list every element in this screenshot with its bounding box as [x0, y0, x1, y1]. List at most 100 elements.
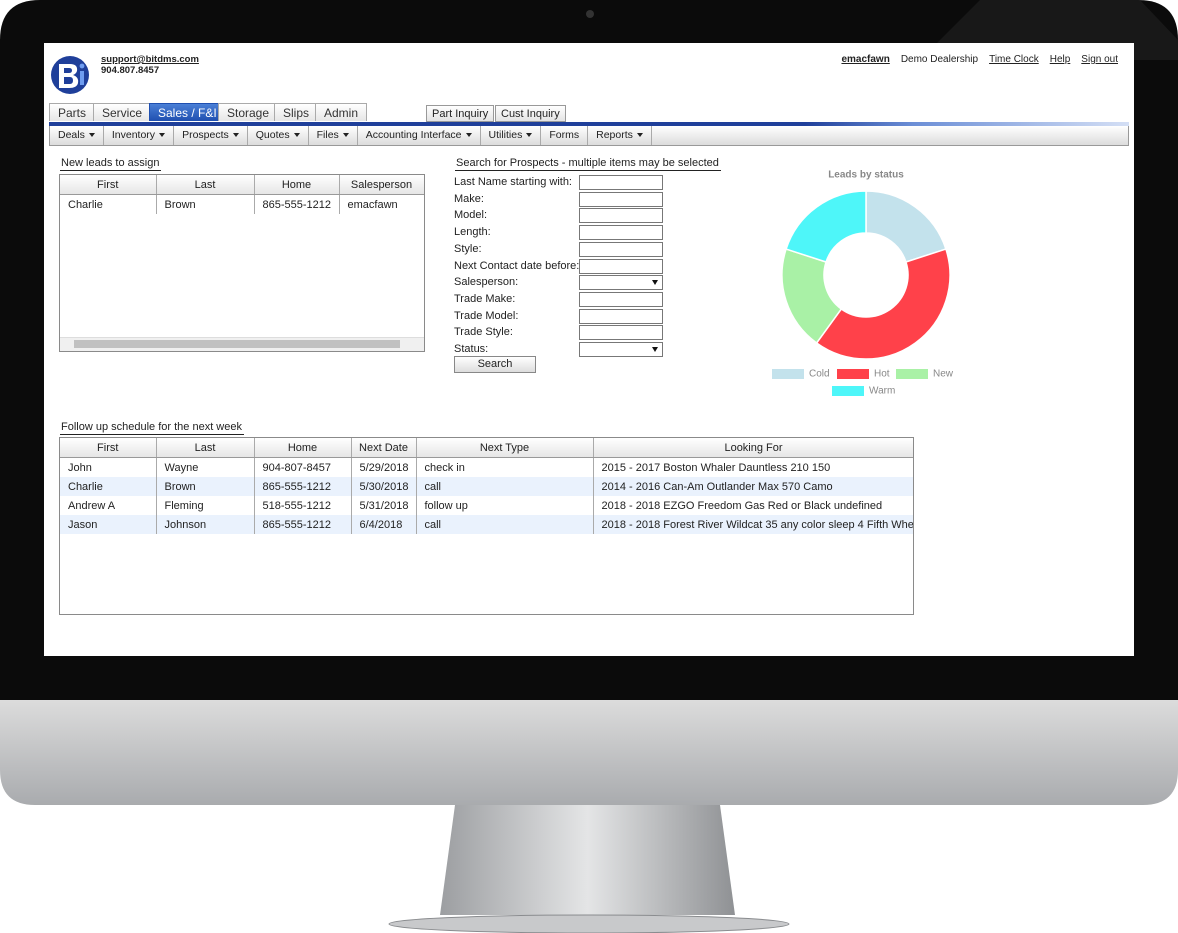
cell: Wayne [156, 457, 255, 477]
select-input[interactable] [579, 342, 663, 357]
text-input[interactable] [579, 175, 663, 190]
scrollbar[interactable] [60, 337, 424, 351]
inquiry-button[interactable]: Part Inquiry [426, 105, 495, 122]
table-row[interactable]: Charlie Brown 865-555-1212 emacfawn [60, 194, 424, 214]
cell: Fleming [156, 496, 255, 515]
chart-title: Leads by status [828, 170, 904, 181]
support-phone: 904.807.8457 [101, 65, 160, 76]
table-row[interactable]: John Wayne 904-807-8457 5/29/2018 check in 20… [60, 457, 913, 477]
table: First Last Home Salesperson Charlie Brown 865-… [60, 175, 424, 214]
field-label: Length: [454, 226, 491, 239]
column-header[interactable]: Next Date [351, 438, 417, 458]
header-row: First Last Home Next Date Next Type Looking F… [60, 438, 913, 458]
legend-label[interactable]: Cold [809, 369, 830, 380]
cell: Jason [60, 515, 157, 534]
search-button[interactable]: Search [454, 356, 536, 373]
nav-bar [49, 122, 1129, 126]
cell: check in [416, 457, 594, 477]
camera [586, 10, 594, 18]
legend-swatch[interactable] [896, 369, 928, 379]
text-input[interactable] [579, 308, 663, 324]
legend-swatch[interactable] [772, 369, 804, 379]
tab[interactable]: Service [93, 103, 152, 121]
stand-base [388, 914, 790, 933]
cell: 904-807-8457 [254, 457, 352, 477]
column-header[interactable]: Home [254, 175, 340, 195]
table-row[interactable]: Charlie Brown 865-555-1212 5/30/2018 call 201… [60, 477, 913, 496]
select-input[interactable] [579, 275, 663, 291]
legend-swatch[interactable] [837, 369, 869, 379]
top-link[interactable]: Sign out [1081, 54, 1118, 65]
column-header[interactable]: Last [156, 438, 255, 458]
slice[interactable] [785, 190, 867, 263]
cell: John [60, 457, 157, 477]
text-input[interactable] [579, 241, 663, 257]
column-header[interactable]: First [60, 175, 157, 195]
menu-item[interactable]: Reports [588, 126, 652, 145]
field-label: Salesperson: [454, 276, 519, 289]
field-label: Last Name starting with: [454, 176, 572, 188]
cell: 518-555-1212 [254, 496, 352, 515]
text-input[interactable] [579, 225, 663, 241]
top-link[interactable]: Help [1049, 54, 1071, 65]
section-title: Search for Prospects - multiple items ma… [455, 157, 721, 171]
dealership: Demo Dealership [900, 54, 979, 65]
column-header[interactable]: Next Type [416, 438, 594, 458]
tab[interactable]: Storage [218, 103, 279, 121]
slice[interactable] [815, 248, 951, 360]
table-row[interactable]: Jason Johnson 865-555-1212 6/4/2018 call 2018… [60, 515, 913, 534]
text-input[interactable] [579, 325, 663, 341]
inquiry-button[interactable]: Cust Inquiry [495, 105, 566, 122]
user-link[interactable]: emacfawn [841, 54, 890, 65]
field-label: Status: [454, 343, 489, 355]
support-email[interactable]: support@bitdms.com [101, 54, 199, 65]
cell: Charlie [60, 194, 157, 214]
section-title: New leads to assign [60, 157, 162, 171]
legend-swatch[interactable] [832, 386, 864, 396]
section-title: Follow up schedule for the next week [60, 421, 244, 435]
cell: 865-555-1212 [254, 515, 352, 534]
cell: 865-555-1212 [254, 194, 340, 214]
cell: 2015 - 2017 Boston Whaler Dauntless 210 … [593, 457, 913, 477]
text-input[interactable] [579, 208, 663, 224]
tab[interactable]: Parts [49, 103, 96, 121]
tab[interactable]: Admin [315, 103, 368, 121]
column-header[interactable]: Salesperson [339, 175, 424, 195]
menu-item[interactable]: Utilities [481, 126, 542, 145]
tab[interactable]: Sales / F&I [149, 103, 226, 121]
legend-label[interactable]: New [933, 369, 954, 380]
text-input[interactable] [579, 191, 663, 207]
text-input[interactable] [579, 291, 663, 307]
legend-label[interactable]: Hot [874, 369, 890, 380]
field-label: Style: [454, 242, 482, 255]
cell: Brown [156, 194, 255, 214]
table-row[interactable]: Andrew A Fleming 518-555-1212 5/31/2018 foll… [60, 496, 913, 515]
tab[interactable]: Slips [274, 103, 319, 121]
cell: follow up [416, 496, 594, 515]
legend-label[interactable]: Warm [869, 386, 895, 397]
cell: 2018 - 2018 EZGO Freedom Gas Red or Blac… [593, 496, 913, 515]
field-label: Make: [454, 192, 484, 205]
cell: call [416, 515, 594, 534]
slice[interactable] [865, 190, 947, 263]
column-header[interactable]: Looking For [593, 438, 913, 458]
chin [0, 700, 1178, 805]
chart: Leads by status Cold Hot New Warm [772, 170, 954, 397]
column-header[interactable]: First [60, 438, 157, 458]
column-header[interactable]: Home [254, 438, 352, 458]
cell: Andrew A [60, 496, 157, 515]
field-label: Trade Model: [454, 309, 519, 322]
top-link[interactable]: Time Clock [989, 54, 1039, 65]
cell: 2014 - 2016 Can-Am Outlander Max 570 Cam… [593, 477, 913, 496]
column-header[interactable]: Last [156, 175, 255, 195]
logo[interactable] [50, 55, 90, 95]
table: First Last Home Next Date Next Type Looking F… [60, 438, 913, 534]
cell: 5/30/2018 [351, 477, 417, 496]
field-label: Trade Style: [454, 326, 513, 339]
field-label: Next Contact date before: [454, 259, 580, 272]
text-input[interactable] [579, 258, 663, 274]
cell: emacfawn [339, 194, 424, 214]
cell: Johnson [156, 515, 255, 534]
top-links: emacfawn Demo Dealership Time Clock Help S… [841, 54, 1118, 65]
